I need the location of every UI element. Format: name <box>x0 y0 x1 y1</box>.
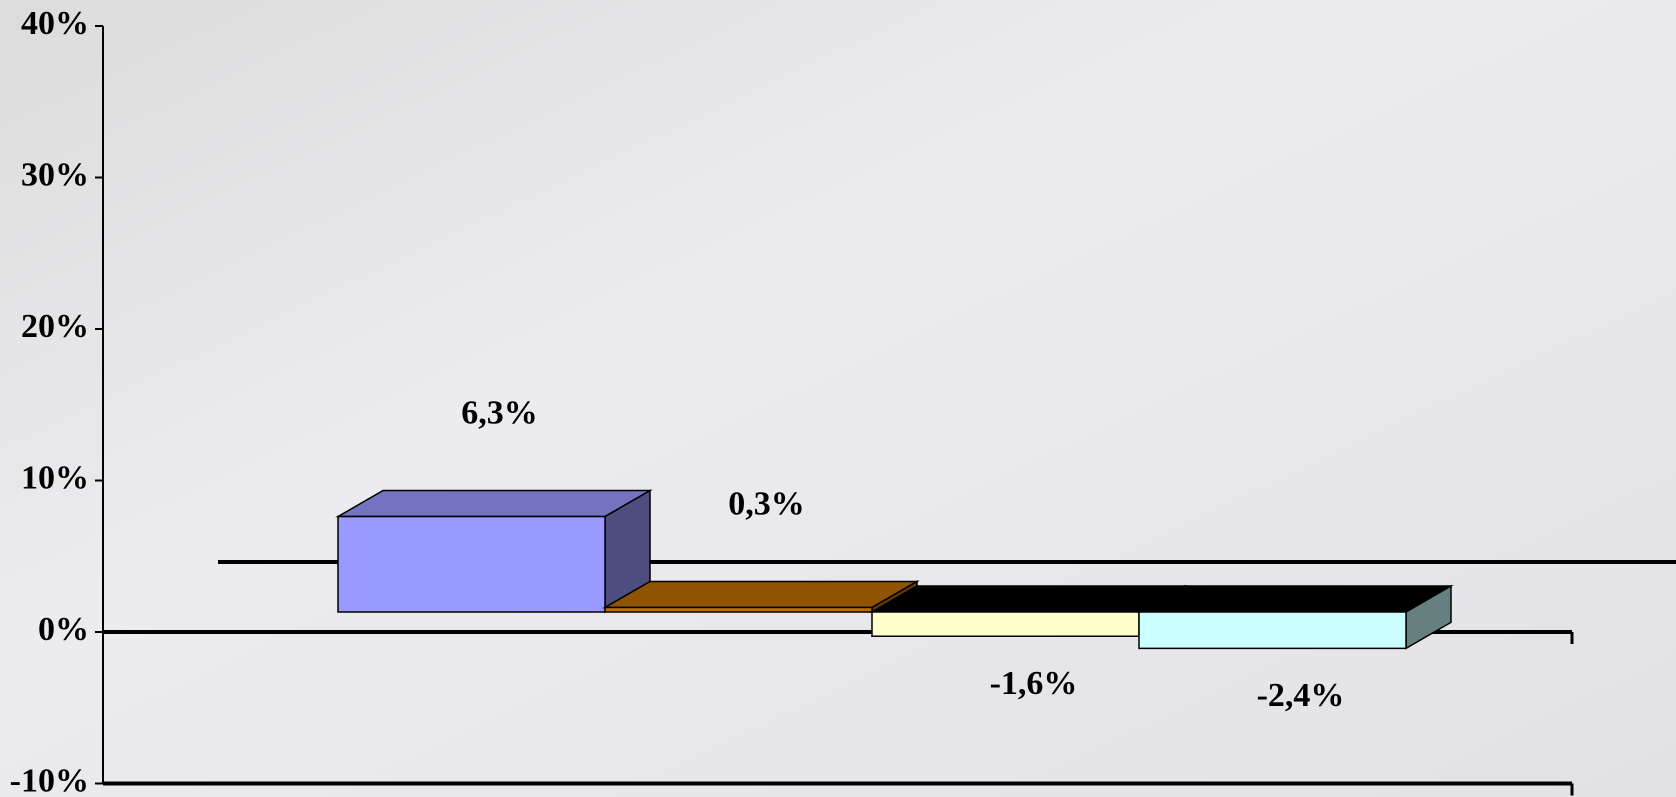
value-label: 0,3% <box>728 485 805 522</box>
value-label: -1,6% <box>990 665 1078 702</box>
y-tick-label: 40% <box>21 5 89 42</box>
value-label: 6,3% <box>461 394 538 431</box>
y-tick-label: 10% <box>21 459 89 496</box>
bar-top <box>602 580 920 609</box>
bar-top <box>869 585 1187 613</box>
bar <box>337 515 606 613</box>
y-tick-label: 30% <box>21 156 89 193</box>
bar <box>604 606 873 613</box>
bar-top <box>1136 585 1454 613</box>
bar-top <box>335 489 653 518</box>
bar <box>871 611 1140 637</box>
y-tick-label: 20% <box>21 308 89 345</box>
y-tick-label: 0% <box>38 611 89 648</box>
value-label: -2,4% <box>1257 677 1345 714</box>
y-tick-label: -10% <box>10 762 89 797</box>
bar <box>1138 611 1407 650</box>
